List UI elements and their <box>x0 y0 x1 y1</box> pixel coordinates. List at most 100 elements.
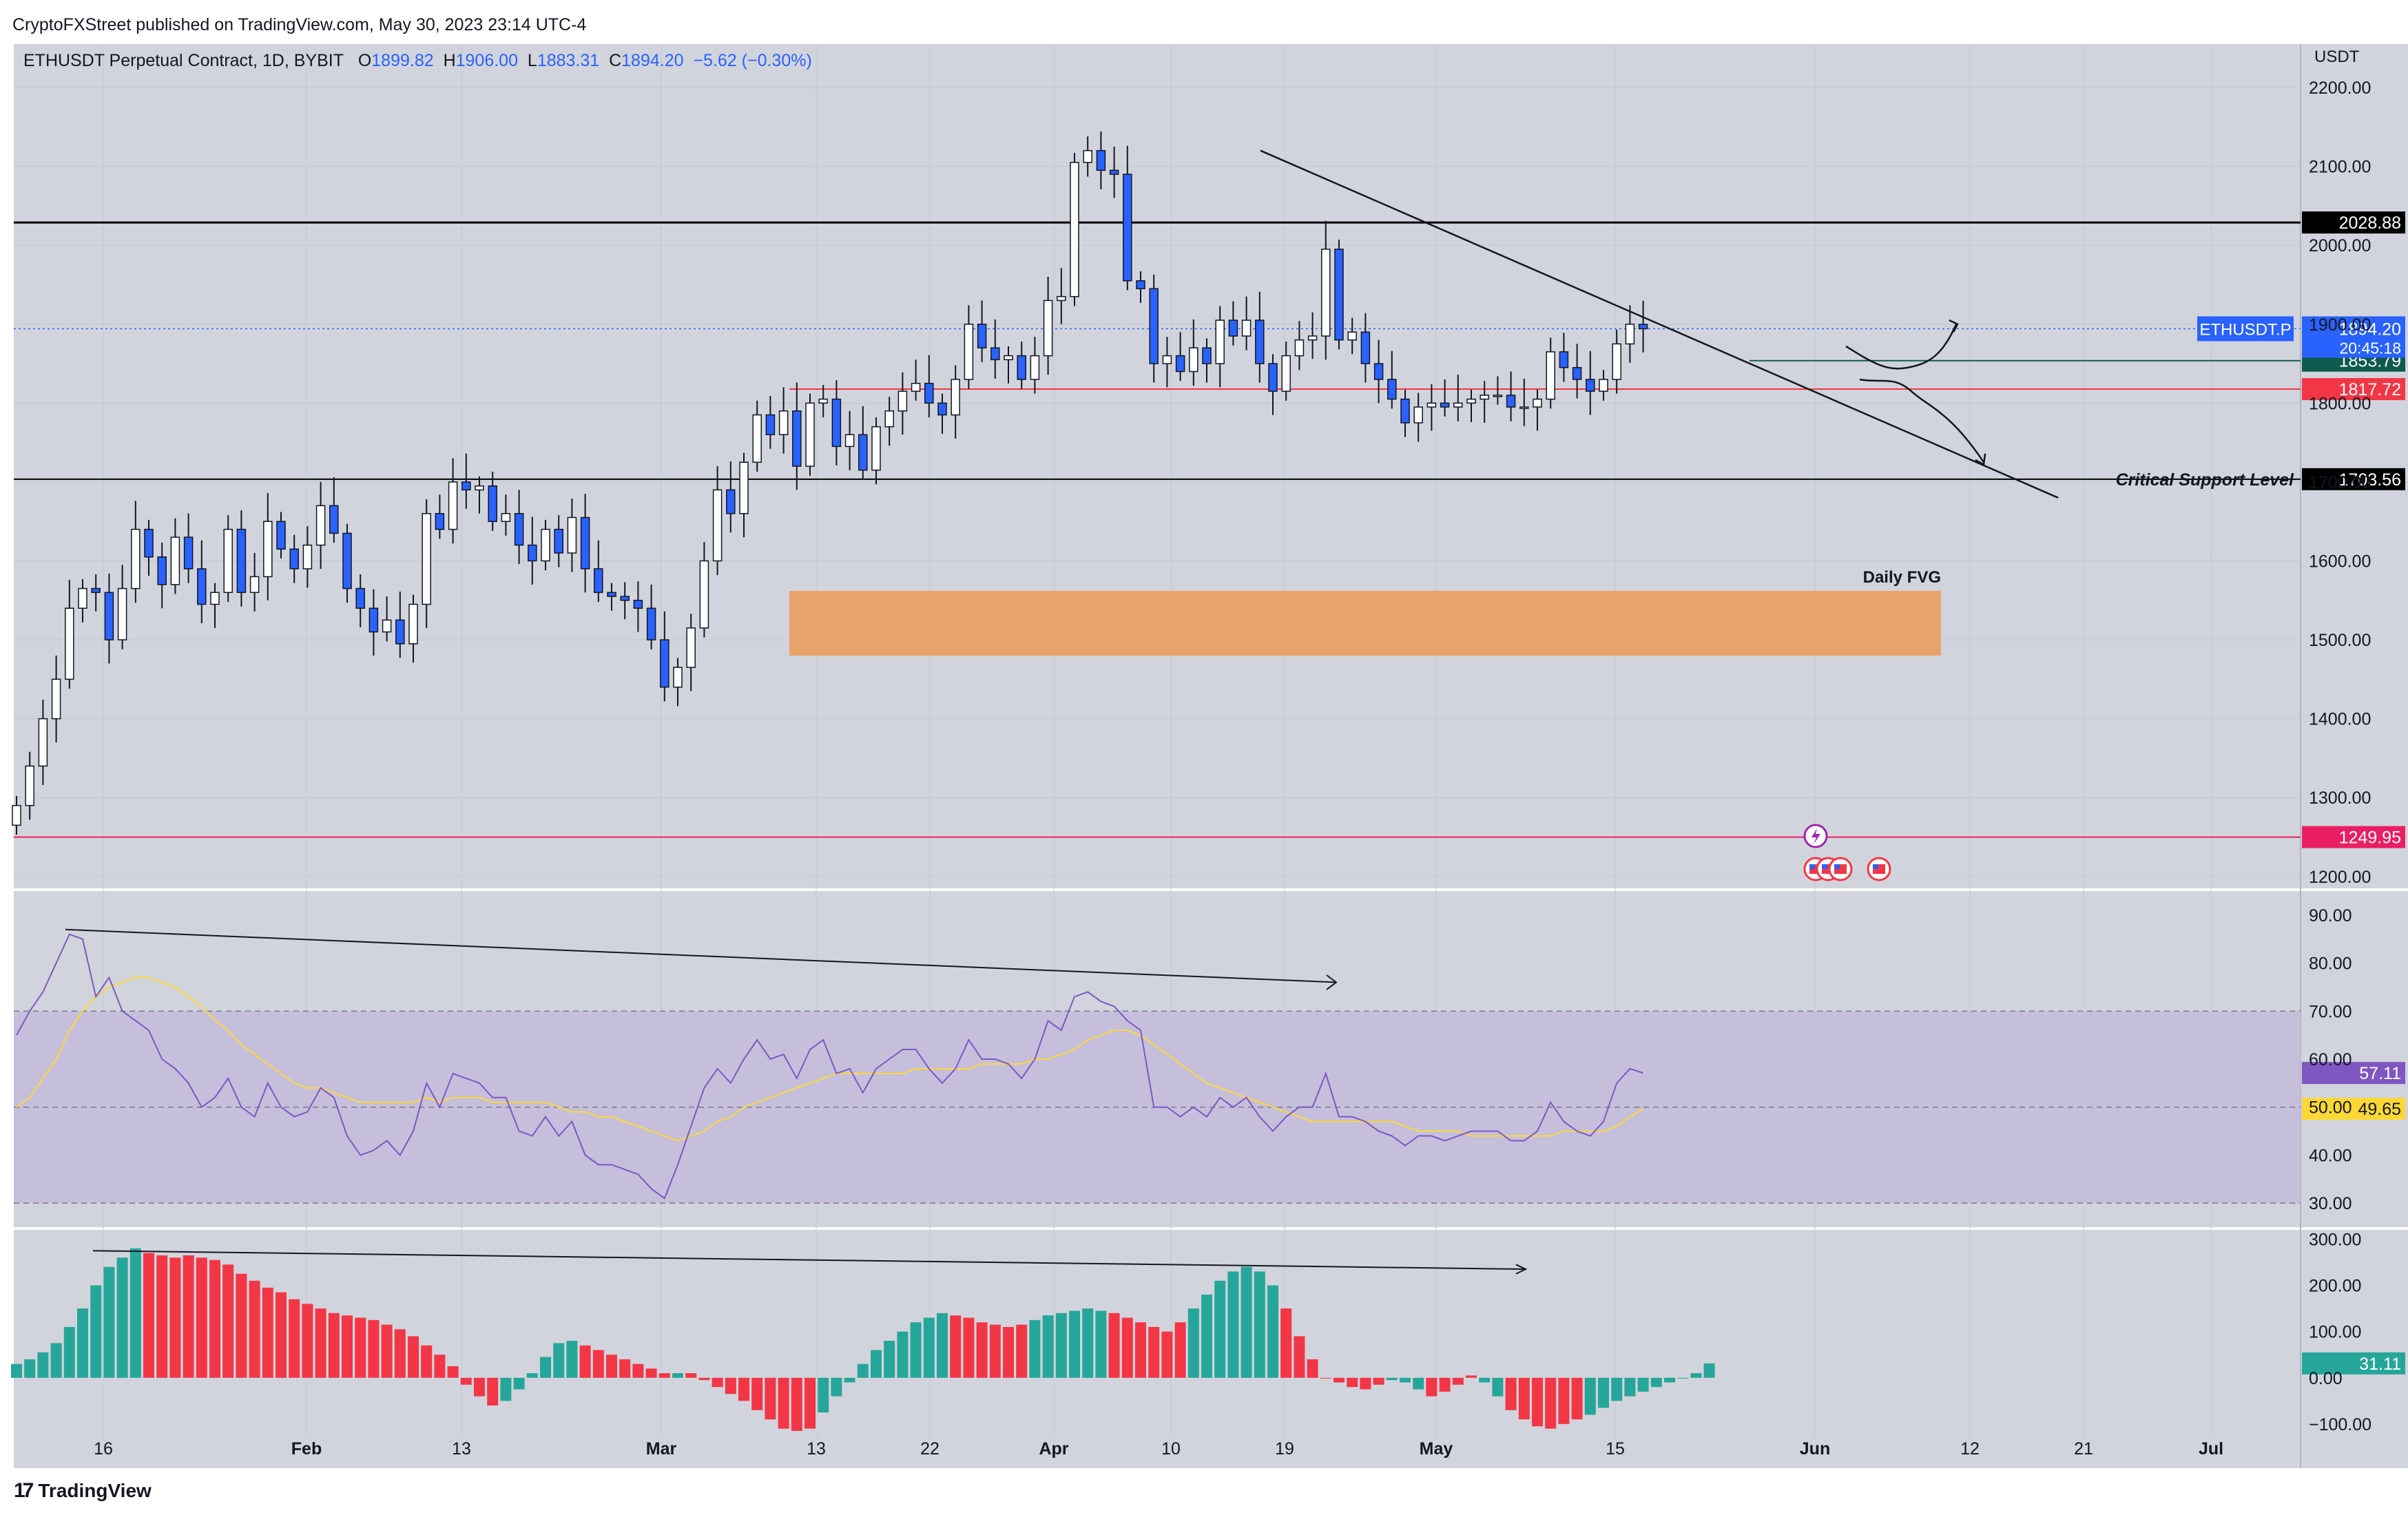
histogram-bar <box>169 1257 181 1378</box>
candle-up <box>448 481 458 530</box>
histogram-bar <box>791 1377 802 1431</box>
fvg-zone[interactable]: Daily FVG <box>789 568 1941 656</box>
histogram-bar <box>1108 1313 1120 1378</box>
rsi-indicator[interactable]: 57.11 49.65 <box>14 928 2405 1204</box>
histogram-bar <box>844 1377 855 1383</box>
candle-down <box>289 548 299 570</box>
rsi-ma-line <box>16 976 1644 1142</box>
histogram-bar <box>831 1377 842 1397</box>
histogram-bar <box>328 1313 340 1378</box>
rsi-tick-label: 40.00 <box>2309 1146 2352 1165</box>
level-value: 1249.95 <box>2339 828 2401 848</box>
candle-down <box>1334 249 1344 341</box>
candle-up <box>1189 347 1198 373</box>
lightning-glyph-icon <box>1812 828 1820 844</box>
bearish-projection-path <box>1859 378 1985 463</box>
histogram-bar <box>1690 1373 1702 1378</box>
tradingview-logo[interactable]: 17 TradingView <box>14 1474 152 1508</box>
candle-down <box>580 516 590 570</box>
histogram-bar <box>487 1377 499 1406</box>
histogram-bar <box>1121 1317 1133 1378</box>
candle-down <box>607 592 616 597</box>
candle-down <box>633 600 643 609</box>
level-tag <box>2302 378 2405 401</box>
histogram-bar <box>1055 1313 1067 1378</box>
candle-down <box>1559 351 1569 368</box>
time-axis[interactable] <box>14 1438 2301 1468</box>
histogram-bar <box>937 1313 948 1378</box>
candle-down <box>355 587 365 609</box>
price-axis[interactable] <box>2301 44 2408 1468</box>
histogram-bar <box>500 1377 512 1401</box>
candle-up <box>51 678 61 720</box>
candle-up <box>1519 406 1529 409</box>
histogram-bar <box>778 1377 789 1429</box>
candle-up <box>210 592 220 605</box>
histogram-bar <box>222 1264 234 1378</box>
candle-up <box>739 461 749 514</box>
rsi-tick-label: 80.00 <box>2309 954 2352 974</box>
histogram-bar <box>1161 1331 1173 1378</box>
candle-down <box>488 485 497 522</box>
histogram-bar <box>871 1350 882 1378</box>
histogram-bar <box>1307 1359 1318 1378</box>
candle-down <box>1506 395 1516 408</box>
candle-down <box>369 607 379 633</box>
candle-up <box>1241 320 1252 337</box>
price-tick-label: 1200.00 <box>2309 868 2371 887</box>
last-price-value: 1894.20 <box>2339 320 2401 339</box>
histogram-bar <box>910 1322 922 1378</box>
candle-down <box>726 489 736 514</box>
candle-down <box>1175 355 1185 373</box>
histogram-bar <box>1069 1310 1080 1378</box>
trend-drawings[interactable] <box>1260 149 2059 499</box>
candle-down <box>197 568 207 605</box>
histogram-bar <box>884 1341 895 1378</box>
price-unit-label: USDT <box>2314 48 2360 66</box>
time-tick-label: 15 <box>1606 1439 1625 1459</box>
histogram-bar <box>553 1343 565 1378</box>
last-price-tag <box>2302 316 2405 358</box>
candle-down <box>1096 149 1106 171</box>
histogram-bar <box>725 1377 736 1394</box>
candle-down <box>937 402 947 416</box>
bullish-projection-path <box>1845 324 1958 370</box>
candle-up <box>1321 249 1331 337</box>
price-pane[interactable] <box>14 44 2301 888</box>
descending-trendline <box>1260 149 2059 499</box>
histogram-bar <box>579 1345 591 1378</box>
oscillator-divergence-arrowhead <box>1515 1264 1528 1275</box>
histogram-bar <box>249 1280 260 1378</box>
bullish-arrowhead <box>1949 319 1959 333</box>
flag-canton-icon <box>1809 864 1815 869</box>
price-tick-label: 2000.00 <box>2309 236 2371 255</box>
time-tick-label: Apr <box>1039 1439 1068 1459</box>
oscillator-value-tag <box>2302 1352 2405 1375</box>
histogram-bar <box>1611 1377 1623 1401</box>
histogram-bar <box>1333 1377 1345 1383</box>
candle-up <box>1307 335 1318 341</box>
histogram-bar <box>103 1266 115 1378</box>
candle-down <box>924 382 934 404</box>
histogram-bar <box>540 1357 551 1378</box>
candle-down <box>831 398 842 448</box>
histogram-bar <box>1598 1377 1609 1408</box>
candles[interactable] <box>12 132 1648 835</box>
candle-down <box>1440 402 1450 408</box>
event-icons[interactable] <box>1803 824 1891 881</box>
flag-canton-icon <box>1822 864 1827 869</box>
candle-up <box>752 414 762 463</box>
candle-up <box>686 627 696 668</box>
histogram-bar <box>606 1355 617 1378</box>
candle-up <box>1466 398 1476 404</box>
oscillator-divergence-line <box>92 1250 1526 1271</box>
candle-up <box>1043 300 1053 357</box>
histogram-bar <box>394 1329 406 1378</box>
histogram-bar <box>1135 1322 1146 1378</box>
histogram-bar <box>526 1373 538 1378</box>
histogram-bar <box>1650 1377 1662 1388</box>
candle-up <box>501 512 511 522</box>
histogram-indicator[interactable]: 31.11 <box>11 1248 2405 1431</box>
